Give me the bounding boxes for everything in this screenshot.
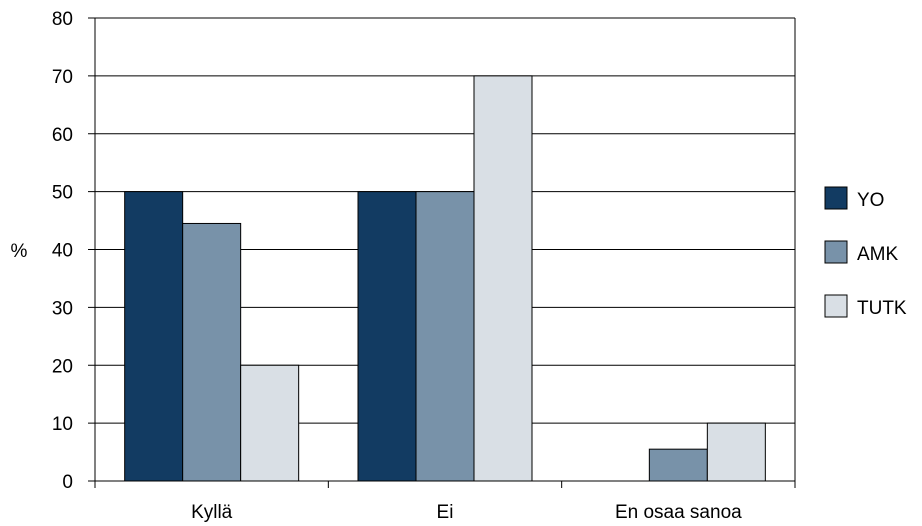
legend-label-yo: YO [857, 190, 884, 211]
legend-label-tutk: TUTK [857, 298, 907, 319]
x-category-label: Kyllä [191, 502, 233, 523]
y-tick-label: 60 [52, 125, 73, 146]
bar-amk-1 [415, 191, 475, 482]
x-axis-category-labels: Kyllä Ei En osaa sanoa [191, 502, 742, 523]
y-tick-label: 70 [52, 67, 73, 88]
legend-swatch-tutk [824, 294, 848, 318]
bar-tutk-2 [706, 422, 766, 482]
bar-amk-0 [182, 222, 242, 482]
bar-amk-2 [648, 448, 708, 482]
legend-label-amk: AMK [857, 244, 899, 265]
axes [88, 17, 796, 488]
x-category-label: En osaa sanoa [615, 502, 742, 523]
bar-yo-0 [124, 191, 184, 482]
y-tick-label: 80 [52, 9, 73, 30]
bar-yo-1 [357, 191, 417, 482]
y-tick-label: 10 [52, 414, 73, 435]
legend-swatch-yo [824, 186, 848, 210]
y-tick-label: 20 [52, 356, 73, 377]
legend: YO AMK TUTK [824, 186, 907, 319]
y-axis-tick-labels: 0 10 20 30 40 50 60 70 80 [52, 9, 73, 493]
y-tick-label: 0 [62, 472, 73, 493]
bars [124, 75, 766, 482]
legend-swatch-amk [824, 240, 848, 264]
y-tick-label: 50 [52, 183, 73, 204]
y-tick-label: 40 [52, 241, 73, 262]
bar-tutk-0 [240, 364, 300, 482]
y-axis-label: % [11, 241, 28, 262]
x-category-label: Ei [437, 502, 454, 523]
y-tick-label: 30 [52, 298, 73, 319]
bar-tutk-1 [473, 75, 533, 482]
